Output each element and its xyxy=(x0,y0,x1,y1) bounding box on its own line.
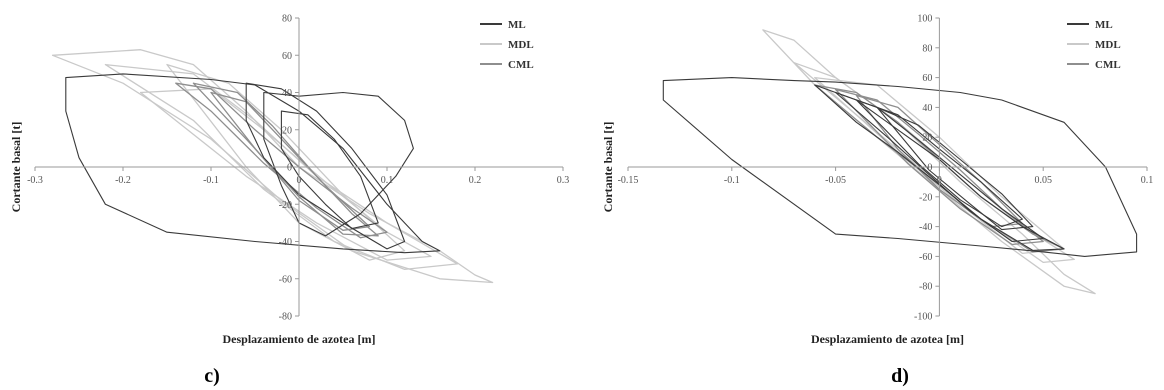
hysteresis-loop-ml xyxy=(662,77,1138,257)
hysteresis-loop-cml xyxy=(192,82,379,237)
legend-label-mdl: MDL xyxy=(508,39,534,51)
y-tick-label: 0 xyxy=(927,163,932,174)
legend-label-ml: ML xyxy=(1095,19,1113,31)
y-axis-title: Cortante basal [t] xyxy=(9,122,23,213)
y-tick-label: 20 xyxy=(282,125,292,136)
x-tick-label: -0.3 xyxy=(27,175,43,186)
y-tick-label: 20 xyxy=(922,133,932,144)
x-tick-label: 0.1 xyxy=(381,175,394,186)
chart-panel-c: -0.3 -0.2 -0.1 0 0.1 0.2 0.3 -80 -60 -40 -20 0 20 40 6… xyxy=(9,14,569,388)
hysteresis-loop-mdl xyxy=(104,63,459,271)
legend: ML MDL CML xyxy=(480,19,534,71)
hysteresis-loop-ml xyxy=(280,110,379,230)
y-tick-label: -60 xyxy=(279,274,292,285)
series-ml xyxy=(65,73,441,254)
x-axis-title: Desplazamiento de azotea [m] xyxy=(811,332,964,346)
x-tick-label: 0 xyxy=(297,175,302,186)
hysteresis-loop-ml xyxy=(876,106,1034,231)
legend-label-cml: CML xyxy=(1095,59,1121,71)
x-tick-label: -0.1 xyxy=(724,175,740,186)
hysteresis-loop-mdl xyxy=(51,49,494,284)
hysteresis-loop-ml xyxy=(814,84,1065,251)
y-tick-label: 40 xyxy=(282,88,292,99)
y-tick-label: -100 xyxy=(914,312,932,323)
hysteresis-loop-ml xyxy=(835,91,1044,243)
y-tick-label: 40 xyxy=(922,103,932,114)
y-tick-label: 100 xyxy=(917,14,932,25)
y-tick-label: -40 xyxy=(919,222,932,233)
hysteresis-loop-cml xyxy=(834,88,1044,246)
x-tick-label: -0.2 xyxy=(115,175,131,186)
y-tick-label: -80 xyxy=(279,312,292,323)
y-tick-label: -20 xyxy=(279,200,292,211)
hysteresis-loop-cml xyxy=(175,82,388,239)
series-ml xyxy=(662,77,1138,257)
x-tick-label: 0.3 xyxy=(557,175,570,186)
y-tick-label: -40 xyxy=(279,237,292,248)
hysteresis-loop-ml xyxy=(65,73,441,254)
x-tick-label: -0.1 xyxy=(203,175,219,186)
hysteresis-loop-ml xyxy=(263,91,414,237)
y-tick-label: -60 xyxy=(919,252,932,263)
y-tick-label: 80 xyxy=(282,14,292,25)
y-tick-label: 60 xyxy=(282,51,292,62)
series-mdl xyxy=(51,49,494,284)
y-tick-label: -20 xyxy=(919,192,932,203)
x-tick-label: 0.1 xyxy=(1141,175,1154,186)
panel-label: c) xyxy=(204,365,220,387)
chart-panel-d: -0.15 -0.1 -0.05 0 0.05 0.1 -100 -80 -60 -40 -20 0 2… xyxy=(601,14,1153,388)
x-tick-label: -0.05 xyxy=(825,175,846,186)
legend: ML MDL CML xyxy=(1067,19,1121,71)
y-tick-label: 80 xyxy=(922,43,932,54)
panel-label: d) xyxy=(891,365,909,387)
y-tick-label: 60 xyxy=(922,73,932,84)
x-tick-label: -0.15 xyxy=(618,175,639,186)
x-tick-label: 0.05 xyxy=(1034,175,1052,186)
series-cml xyxy=(175,82,388,239)
y-tick-label: 0 xyxy=(287,163,292,174)
x-tick-label: 0 xyxy=(937,175,942,186)
hysteresis-loop-ml xyxy=(245,82,406,250)
y-tick-label: -80 xyxy=(919,282,932,293)
legend-label-ml: ML xyxy=(508,19,526,31)
hysteresis-loop-ml xyxy=(855,99,1023,228)
x-axis-title: Desplazamiento de azotea [m] xyxy=(223,332,376,346)
hysteresis-loop-mdl xyxy=(139,88,432,261)
legend-label-cml: CML xyxy=(508,59,534,71)
legend-label-mdl: MDL xyxy=(1095,39,1121,51)
y-axis-title: Cortante basal [t] xyxy=(601,122,615,213)
x-tick-label: 0.2 xyxy=(469,175,482,186)
hysteresis-loop-cml xyxy=(210,91,371,231)
